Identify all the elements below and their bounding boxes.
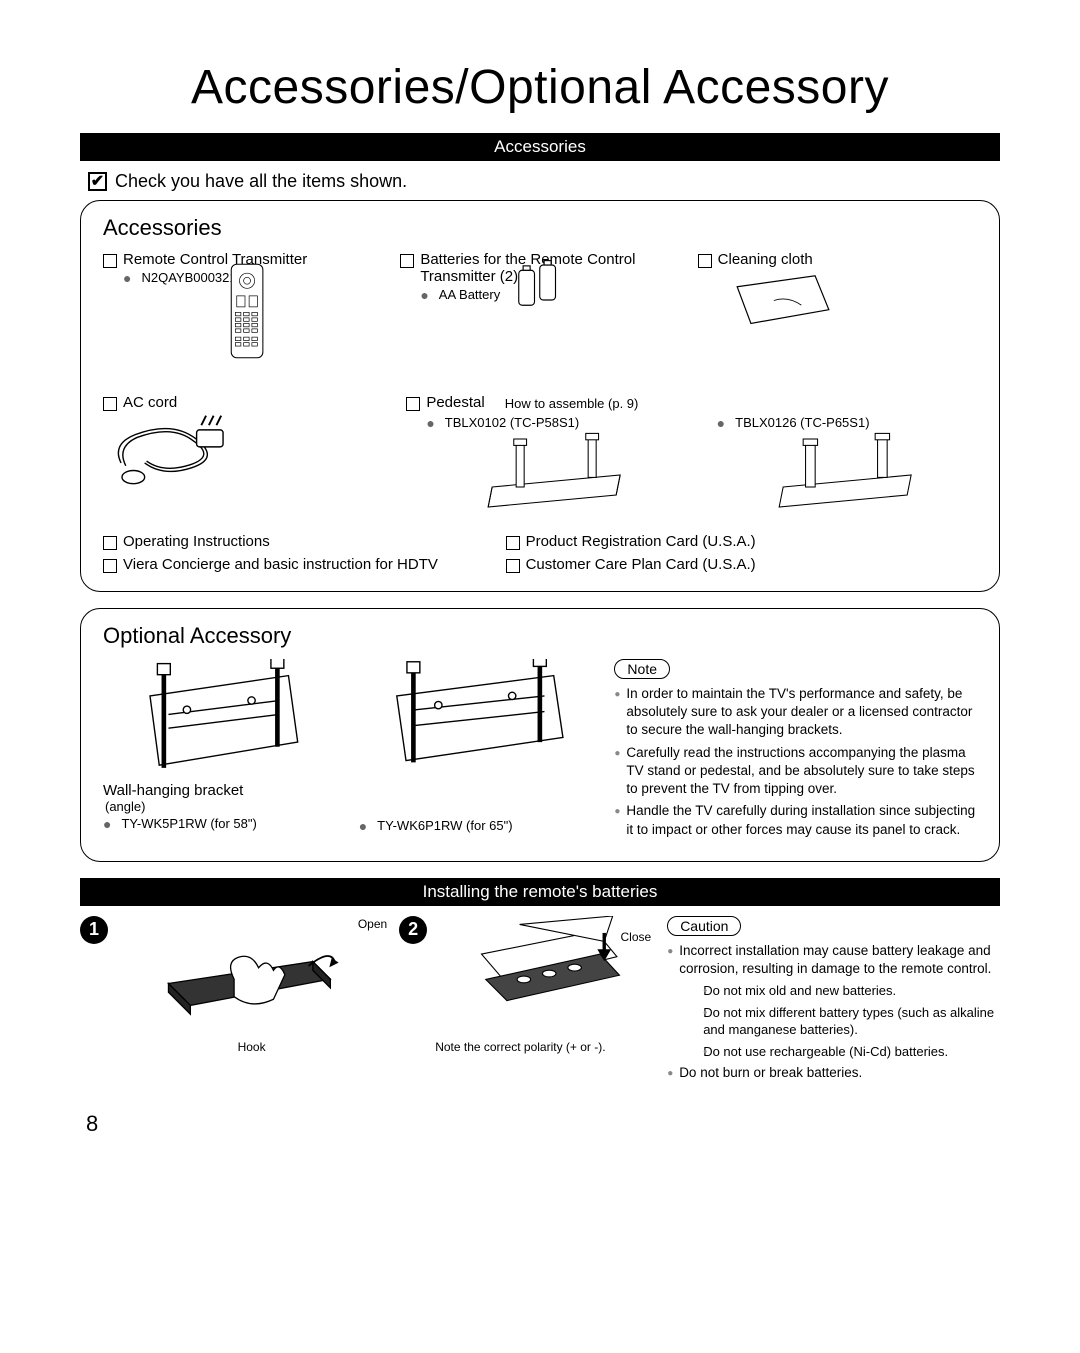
caution-sub-item: Do not use rechargeable (Ni-Cd) batterie… bbox=[691, 1043, 1000, 1061]
polarity-label: Note the correct polarity (+ or -). bbox=[435, 1040, 605, 1054]
reg-card-label: Product Registration Card (U.S.A.) bbox=[526, 533, 756, 550]
battery-header-bar: Installing the remote's batteries bbox=[80, 878, 1000, 906]
note-item: In order to maintain the TV's performanc… bbox=[614, 685, 977, 740]
step-2-badge: 2 bbox=[399, 916, 427, 944]
page-title: Accessories/Optional Accessory bbox=[80, 60, 1000, 115]
remote-item: Remote Control Transmitter ●N2QAYB000321 bbox=[103, 251, 382, 380]
bracket-58: Wall-hanging bracket (angle) ●TY-WK5P1RW… bbox=[103, 659, 345, 843]
pedestal-left-illustration bbox=[426, 431, 686, 511]
check-icon: ✔ bbox=[88, 172, 107, 191]
batteries-item: Batteries for the Remote Control Transmi… bbox=[400, 251, 679, 380]
checkbox-icon bbox=[506, 536, 520, 550]
accessories-box: Accessories Remote Control Transmitter ●… bbox=[80, 200, 1000, 592]
bracket-part-65: TY-WK6P1RW (for 65") bbox=[377, 818, 512, 833]
checkbox-icon bbox=[103, 559, 117, 573]
checkbox-icon bbox=[103, 397, 117, 411]
battery-step-2: 2 Close Note the correct polarity (+ or … bbox=[399, 916, 655, 1087]
pedestal-right-illustration bbox=[717, 431, 977, 511]
caution-block: Caution Incorrect installation may cause… bbox=[667, 916, 1000, 1087]
bracket-label: Wall-hanging bracket bbox=[103, 782, 345, 799]
accessories-header-bar: Accessories bbox=[80, 133, 1000, 161]
batteries-part: AA Battery bbox=[439, 287, 500, 302]
caution-last: Do not burn or break batteries. bbox=[667, 1064, 1000, 1082]
remote-illustration bbox=[223, 246, 278, 376]
bracket-65: ●TY-WK6P1RW (for 65") bbox=[359, 659, 601, 843]
ac-cord-illustration bbox=[103, 411, 243, 496]
step-1-badge: 1 bbox=[80, 916, 108, 944]
pedestal-part-right: TBLX0126 (TC-P65S1) bbox=[735, 415, 869, 430]
cloth-illustration bbox=[728, 268, 838, 333]
care-card-label: Customer Care Plan Card (U.S.A.) bbox=[526, 556, 756, 573]
note-list: In order to maintain the TV's performanc… bbox=[614, 685, 977, 839]
note-block: Note In order to maintain the TV's perfo… bbox=[614, 659, 977, 843]
close-label: Close bbox=[621, 930, 652, 944]
cloth-item: Cleaning cloth bbox=[698, 251, 977, 380]
pedestal-assemble: How to assemble (p. 9) bbox=[505, 396, 639, 411]
note-label: Note bbox=[614, 659, 670, 679]
bracket-58-illustration bbox=[103, 659, 345, 779]
viera-label: Viera Concierge and basic instruction fo… bbox=[123, 556, 438, 573]
ac-label: AC cord bbox=[123, 394, 177, 411]
checkbox-icon bbox=[406, 397, 420, 411]
pedestal-part-left: TBLX0102 (TC-P58S1) bbox=[445, 415, 579, 430]
op-instructions-label: Operating Instructions bbox=[123, 533, 270, 550]
checkbox-icon bbox=[103, 254, 117, 268]
caution-sub-item: Do not mix different battery types (such… bbox=[691, 1004, 1000, 1039]
battery-section: 1 Open Hook 2 bbox=[80, 916, 1000, 1087]
caution-main: Incorrect installation may cause battery… bbox=[667, 942, 1000, 978]
optional-box: Optional Accessory Wall-hanging bracket … bbox=[80, 608, 1000, 862]
bracket-sub: (angle) bbox=[105, 799, 345, 814]
remote-label: Remote Control Transmitter bbox=[123, 251, 307, 268]
bracket-part-58: TY-WK5P1RW (for 58") bbox=[121, 816, 256, 831]
batteries-illustration bbox=[510, 256, 580, 316]
checkbox-icon bbox=[698, 254, 712, 268]
care-card-item: Customer Care Plan Card (U.S.A.) bbox=[506, 556, 977, 573]
battery-step-1: 1 Open Hook bbox=[80, 916, 387, 1087]
check-instruction: ✔ Check you have all the items shown. bbox=[88, 171, 1000, 192]
battery-step1-illustration bbox=[116, 931, 387, 1036]
pedestal-item: Pedestal How to assemble (p. 9) ●TBLX010… bbox=[406, 394, 977, 515]
checkbox-icon bbox=[506, 559, 520, 573]
viera-item: Viera Concierge and basic instruction fo… bbox=[103, 556, 466, 573]
checkbox-icon bbox=[103, 536, 117, 550]
caution-sub-item: Do not mix old and new batteries. bbox=[691, 982, 1000, 1000]
note-item: Handle the TV carefully during installat… bbox=[614, 802, 977, 838]
bracket-65-illustration bbox=[359, 659, 601, 779]
caution-label: Caution bbox=[667, 916, 741, 936]
op-instructions-item: Operating Instructions bbox=[103, 533, 466, 550]
optional-box-title: Optional Accessory bbox=[103, 623, 977, 649]
reg-card-item: Product Registration Card (U.S.A.) bbox=[506, 533, 977, 550]
pedestal-label: Pedestal bbox=[426, 394, 484, 411]
check-text: Check you have all the items shown. bbox=[115, 171, 407, 192]
ac-cord-item: AC cord bbox=[103, 394, 388, 515]
accessories-box-title: Accessories bbox=[103, 215, 977, 241]
open-label: Open bbox=[358, 917, 387, 931]
cloth-label: Cleaning cloth bbox=[718, 251, 813, 268]
page-number: 8 bbox=[86, 1111, 1000, 1137]
note-item: Carefully read the instructions accompan… bbox=[614, 744, 977, 799]
hook-label: Hook bbox=[238, 1040, 266, 1054]
checkbox-icon bbox=[400, 254, 414, 268]
